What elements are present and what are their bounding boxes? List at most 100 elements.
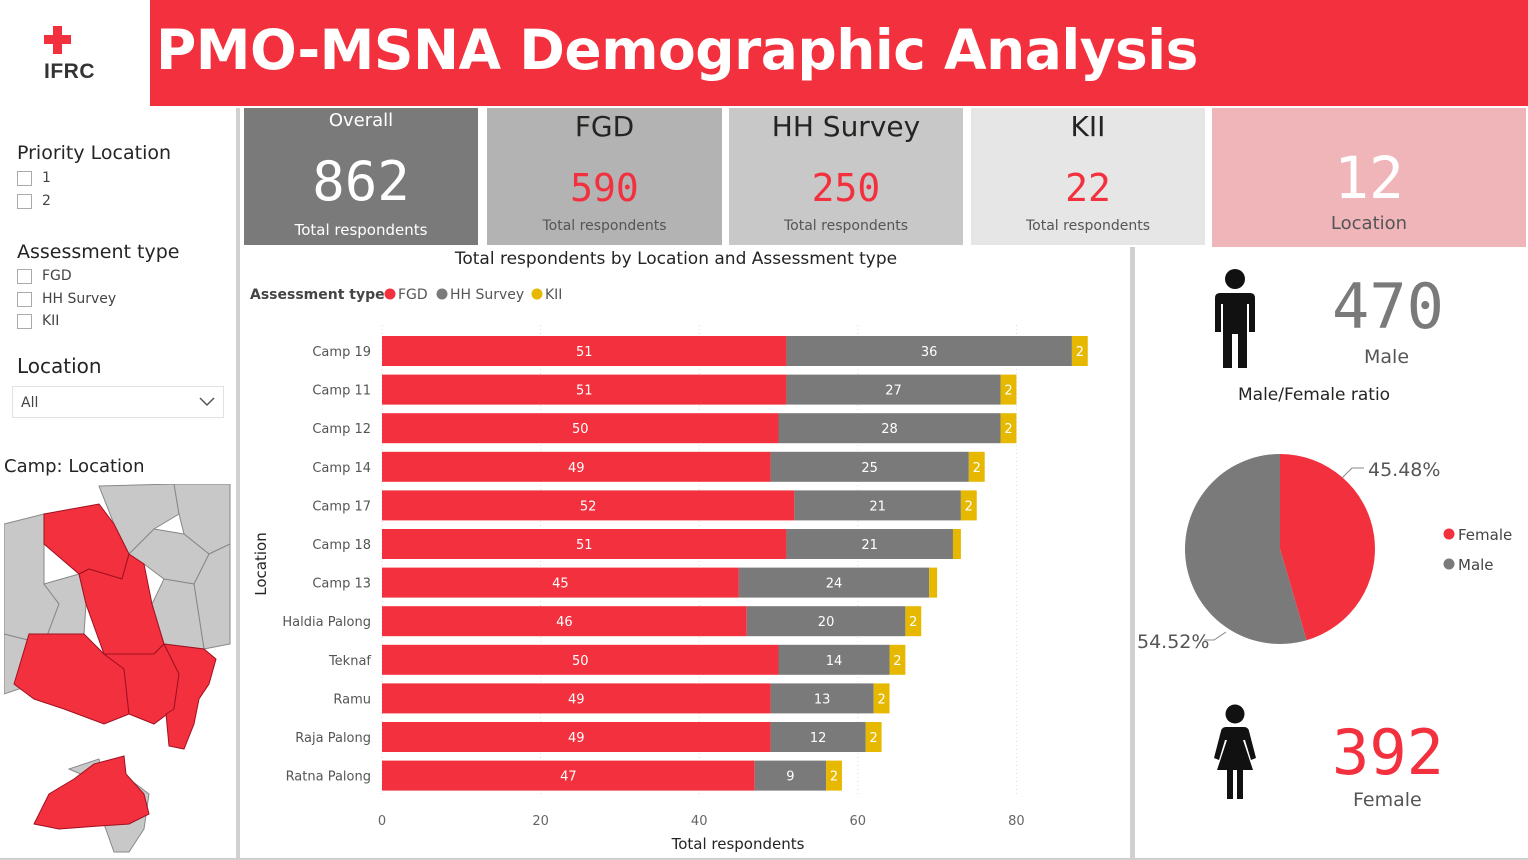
data-label: 13 <box>814 692 831 707</box>
data-label: 28 <box>881 422 898 437</box>
logo-text: IFRC <box>44 60 95 83</box>
bar-fgd[interactable] <box>382 567 739 598</box>
checkbox[interactable] <box>17 268 32 284</box>
bar-hh-survey[interactable] <box>786 374 1001 405</box>
bar-fgd[interactable] <box>382 374 787 405</box>
checkbox[interactable] <box>17 193 32 209</box>
data-label: 25 <box>861 461 878 476</box>
data-label: 2 <box>965 499 973 514</box>
data-label: 2 <box>909 615 917 630</box>
kpi-value: 862 <box>312 150 410 213</box>
assessment-option-fgd[interactable]: FGD <box>17 268 72 284</box>
bar-kii[interactable] <box>905 606 922 637</box>
bar-hh-survey[interactable] <box>786 529 953 559</box>
bar-fgd[interactable] <box>382 683 771 714</box>
data-label: 2 <box>1004 384 1012 399</box>
location-dropdown[interactable]: All <box>12 386 224 418</box>
female-label: Female <box>1353 789 1422 811</box>
pie-label-female: 45.48% <box>1368 459 1440 481</box>
x-axis-label: Total respondents <box>671 835 805 853</box>
y-tick-label: Camp 13 <box>312 577 371 592</box>
checkbox[interactable] <box>17 313 32 329</box>
bar-hh-survey[interactable] <box>738 567 930 598</box>
bar-kii[interactable] <box>1000 374 1017 405</box>
data-label: 24 <box>826 577 843 592</box>
data-label: 52 <box>580 499 597 514</box>
stacked-bar-chart[interactable]: Total respondents by Location and Assess… <box>243 247 1129 859</box>
kpi-title: FGD <box>574 110 635 143</box>
bar-kii[interactable] <box>960 490 977 521</box>
bottom-border <box>0 858 1528 860</box>
x-tick-label: 0 <box>378 814 386 829</box>
data-label: 21 <box>861 538 878 553</box>
bar-kii[interactable] <box>1071 336 1088 366</box>
data-label: 46 <box>556 615 573 630</box>
legend-dot-fgd <box>384 288 396 300</box>
assessment-type-slicer-title: Assessment type <box>17 241 180 263</box>
data-label: 51 <box>576 384 593 399</box>
bar-kii[interactable] <box>1000 413 1017 444</box>
pie-slice-male[interactable] <box>1185 454 1307 644</box>
y-tick-label: Ratna Palong <box>286 770 371 785</box>
legend-label-kii: KII <box>545 287 562 303</box>
data-label: 2 <box>870 731 878 746</box>
checkbox[interactable] <box>17 170 32 186</box>
bar-hh-survey[interactable] <box>778 413 1001 444</box>
kpi-value: 590 <box>570 166 639 210</box>
bar-fgd[interactable] <box>382 451 771 482</box>
gender-pie-chart[interactable]: 45.48% 54.52% Female Male <box>1136 410 1528 700</box>
bar-fgd[interactable] <box>382 606 747 637</box>
data-label: 49 <box>568 461 585 476</box>
panel-divider <box>236 108 240 860</box>
checkbox[interactable] <box>17 291 32 307</box>
location-selected-value: All <box>21 395 39 411</box>
map-region-selected <box>13 503 217 830</box>
bar-fgd[interactable] <box>382 722 771 752</box>
legend-title: Assessment type <box>250 287 385 303</box>
bar-kii[interactable] <box>952 529 961 559</box>
bar-hh-survey[interactable] <box>794 490 961 521</box>
data-label: 27 <box>885 384 902 399</box>
page-title: PMO-MSNA Demographic Analysis <box>156 18 1198 82</box>
data-label: 2 <box>973 461 981 476</box>
data-label: 36 <box>921 345 938 360</box>
camp-location-map[interactable] <box>4 484 232 856</box>
bar-fgd[interactable] <box>382 760 755 791</box>
bar-kii[interactable] <box>968 451 985 482</box>
bar-kii[interactable] <box>826 760 842 791</box>
bar-fgd[interactable] <box>382 413 779 444</box>
bar-fgd[interactable] <box>382 490 795 521</box>
bar-hh-survey[interactable] <box>786 336 1072 366</box>
data-label: 45 <box>552 577 569 592</box>
bar-fgd[interactable] <box>382 336 787 366</box>
bar-hh-survey[interactable] <box>770 451 969 482</box>
x-tick-label: 60 <box>850 814 867 829</box>
kpi-value: 250 <box>811 166 881 210</box>
bar-fgd[interactable] <box>382 529 787 559</box>
kpi-card-kii: KII 22 Total respondents <box>971 108 1205 245</box>
priority-option-1[interactable]: 1 <box>17 170 51 186</box>
bar-hh-survey[interactable] <box>778 644 890 675</box>
bar-hh-survey[interactable] <box>746 606 906 637</box>
pie-chart-title: Male/Female ratio <box>1238 385 1391 405</box>
priority-location-slicer-title: Priority Location <box>17 142 172 164</box>
bar-kii[interactable] <box>889 644 906 675</box>
y-tick-label: Camp 11 <box>312 384 371 399</box>
bar-kii[interactable] <box>865 722 882 752</box>
bar-hh-survey[interactable] <box>770 683 874 714</box>
bar-fgd[interactable] <box>382 644 779 675</box>
bar-hh-survey[interactable] <box>770 722 866 752</box>
x-tick-label: 40 <box>691 814 708 829</box>
x-tick-label: 20 <box>532 814 549 829</box>
priority-option-2[interactable]: 2 <box>17 193 51 209</box>
bar-kii[interactable] <box>929 567 938 598</box>
leader-line <box>1204 631 1227 641</box>
bar-hh-survey[interactable] <box>754 760 827 791</box>
y-tick-label: Teknaf <box>328 654 371 669</box>
data-label: 2 <box>1076 345 1084 360</box>
assessment-option-kii[interactable]: KII <box>17 313 59 329</box>
assessment-option-hh-survey[interactable]: HH Survey <box>17 291 116 307</box>
bar-kii[interactable] <box>873 683 890 714</box>
kpi-title: HH Survey <box>771 110 921 143</box>
pie-slice-female[interactable] <box>1280 454 1375 641</box>
